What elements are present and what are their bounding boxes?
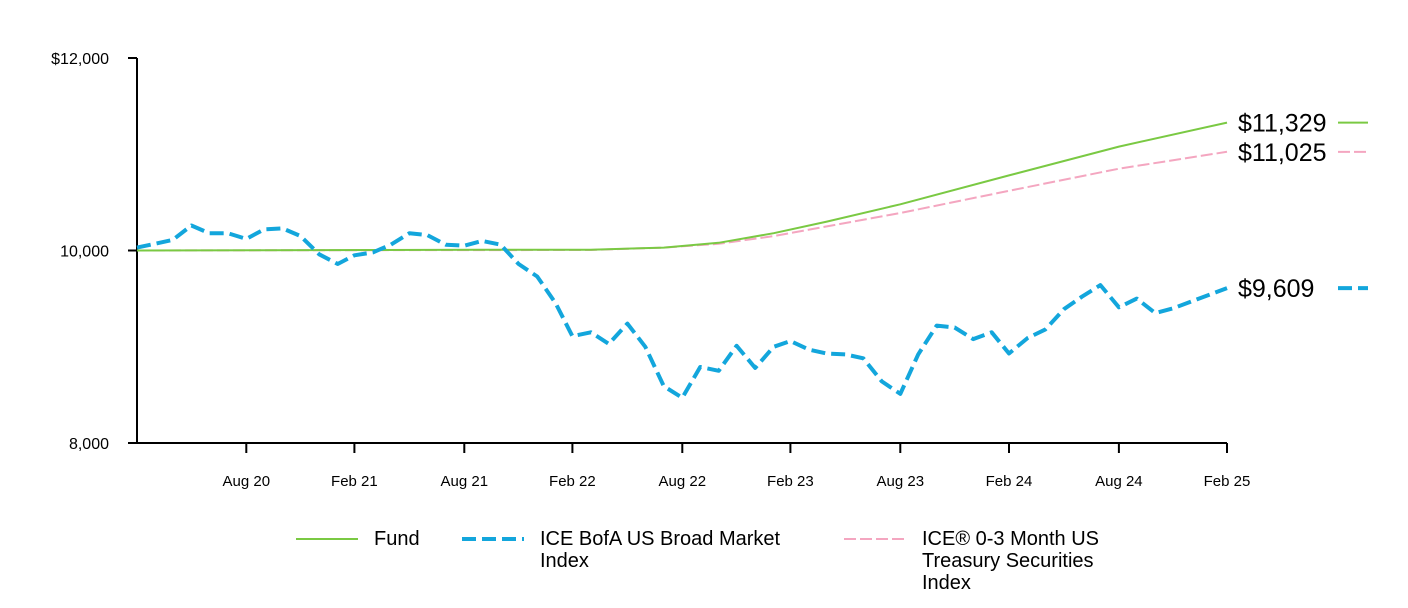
x-tick-label: Aug 24 [1095,473,1143,490]
legend-label-fund: Fund [374,528,420,550]
end-labels: $11,025$11,329 $9,609 [1238,110,1368,303]
end-label-treasury: $11,025 [1238,139,1327,167]
legend-item-fund: Fund [296,528,420,550]
y-axis: 8,000 10,000 $12,000 [51,51,138,453]
legend-swatch-fund [296,538,358,540]
y-tick-label: 8,000 [69,436,109,453]
legend-swatch-broad-market [462,537,524,541]
legend-label-broad-market: ICE BofA US Broad Market Index [540,528,781,572]
legend: Fund ICE BofA US Broad Market Index ICE®… [0,528,1408,608]
x-tick-label: Aug 21 [441,473,489,490]
y-tick-label: 10,000 [60,244,109,261]
x-axis: Aug 20 Feb 21 Aug 21 Feb 22 Aug 22 Feb 23 Aug … [137,442,1251,490]
series-line-fund [136,121,1228,252]
legend-item-broad-market: ICE BofA US Broad Market Index [462,528,780,572]
x-tick-label: Aug 20 [223,473,271,490]
legend-item-treasury: ICE® 0-3 Month US Treasury Securities In… [844,528,1099,594]
x-tick-label: Aug 23 [877,473,925,490]
x-tick-label: Aug 22 [659,473,707,490]
end-label-broad-market: $9,609 [1238,275,1314,303]
x-tick-label: Feb 25 [1204,473,1251,490]
x-tick-label: Feb 24 [986,473,1033,490]
series-line-treasury [136,150,1228,252]
end-label-fund: $11,329 [1238,110,1327,138]
y-tick-label: $12,000 [51,51,109,68]
legend-label-treasury: ICE® 0-3 Month US Treasury Securities In… [922,528,1100,594]
line-chart: 8,000 10,000 $12,000 Aug 20 Feb 21 Aug 21 Feb… [51,51,1368,490]
legend-swatch-treasury [844,538,906,540]
series-line-broad-market [136,223,1228,400]
x-tick-label: Feb 21 [331,473,378,490]
series-layer [136,121,1228,400]
x-tick-label: Feb 23 [767,473,814,490]
x-tick-label: Feb 22 [549,473,596,490]
